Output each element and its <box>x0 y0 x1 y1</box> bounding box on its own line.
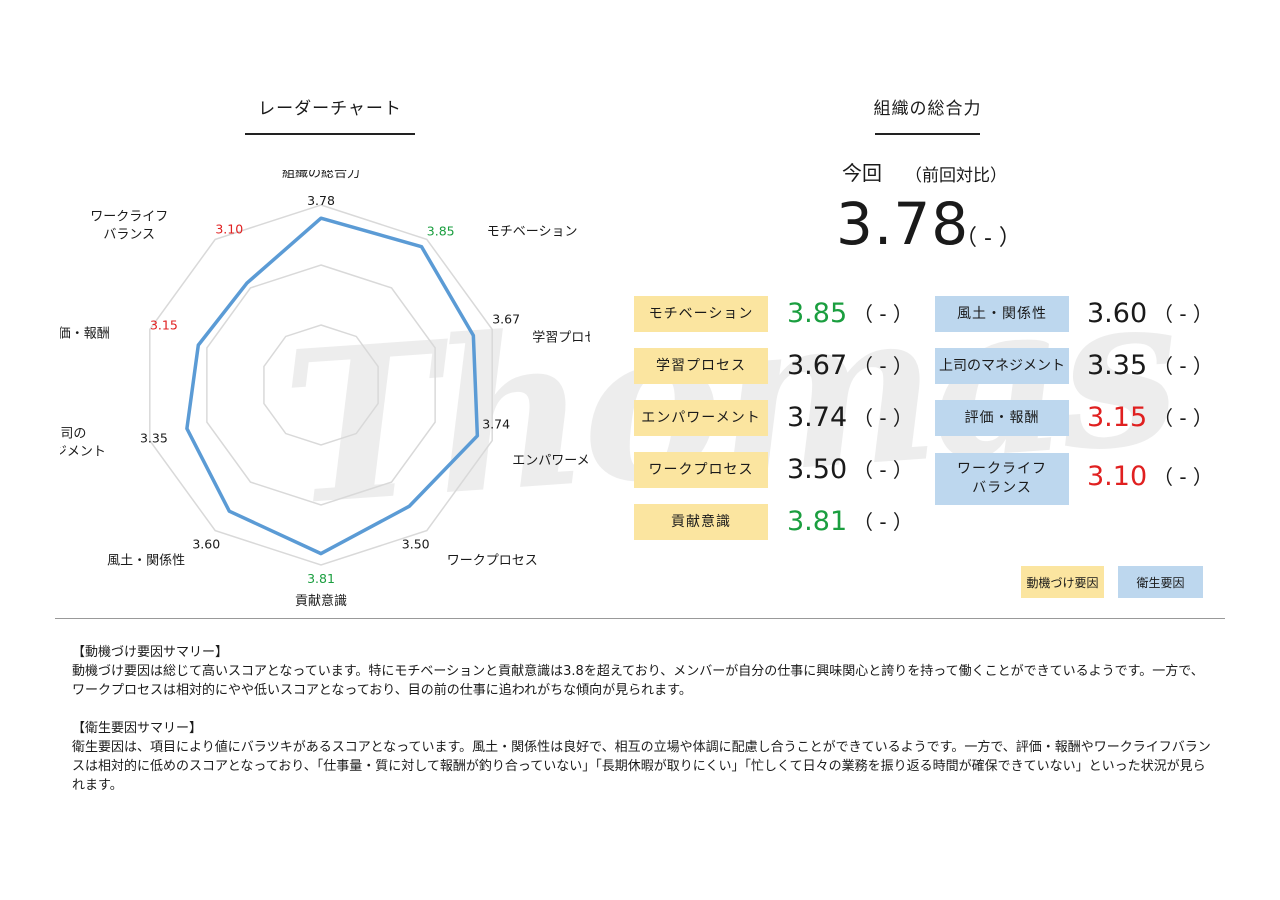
radar-value-label: 3.35 <box>140 431 168 446</box>
factor-value: 3.60 <box>1087 298 1148 329</box>
factor-label: 学習プロセス <box>634 348 768 384</box>
factor-label: 風土・関係性 <box>935 296 1069 332</box>
factor-label: 上司のマネジメント <box>935 348 1069 384</box>
hygiene-summary-heading: 【衛生要因サマリー】 <box>72 721 203 736</box>
previous-comparison-label: （前回対比） <box>905 166 1007 186</box>
current-label: 今回 <box>842 161 882 185</box>
radar-axis-label: 風土・関係性 <box>107 554 185 569</box>
factor-value: 3.10 <box>1087 461 1148 492</box>
radar-value-label: 3.81 <box>307 571 335 586</box>
radar-axis-label: 評価・報酬 <box>60 326 110 341</box>
radar-value-label: 3.78 <box>307 193 335 208</box>
factor-delta: （ - ） <box>853 302 913 326</box>
factor-label: ワークライフ バランス <box>935 453 1069 505</box>
factor-delta: （ - ） <box>853 406 913 430</box>
factor-value: 3.85 <box>787 298 848 329</box>
radar-axis-label: エンパワーメント <box>512 454 590 469</box>
radar-grid-ring <box>149 204 493 566</box>
overall-section-title: 組織の総合力 <box>873 99 982 119</box>
factor-value: 3.67 <box>787 350 848 381</box>
overall-score: 3.78 <box>836 190 970 258</box>
factor-value: 3.50 <box>787 454 848 485</box>
radar-axis-label: モチベーション <box>487 224 578 239</box>
radar-title-underline <box>245 133 415 135</box>
radar-axis-label: 貢献意識 <box>295 593 347 609</box>
radar-value-label: 3.60 <box>192 537 220 552</box>
factor-delta: （ - ） <box>1153 354 1213 378</box>
hygiene-summary-text: 衛生要因は、項目により値にバラツキがあるスコアとなっています。風土・関係性は良好… <box>72 740 1211 793</box>
radar-axis-label: 組織の総合力 <box>282 170 360 181</box>
factor-value: 3.81 <box>787 506 848 537</box>
radar-value-label: 3.85 <box>427 223 455 238</box>
factor-label: エンパワーメント <box>634 400 768 436</box>
radar-value-label: 3.15 <box>150 317 178 332</box>
radar-value-label: 3.10 <box>215 221 243 236</box>
factor-label: 評価・報酬 <box>935 400 1069 436</box>
motivation-summary-text: 動機づけ要因は総じて高いスコアとなっています。特にモチベーションと貢献意識は3.… <box>72 664 1204 698</box>
radar-grid-ring <box>206 264 436 506</box>
factor-value: 3.74 <box>787 402 848 433</box>
legend-motivation: 動機づけ要因 <box>1021 566 1104 598</box>
radar-chart: 組織の総合力 3.78 モチベーション 3.85 学習プロセス 3.67 エンパワーメント 3… <box>60 170 590 609</box>
factor-delta: （ - ） <box>1153 406 1213 430</box>
radar-series-line <box>185 216 480 556</box>
overall-delta: （ - ） <box>955 226 1021 251</box>
section-divider <box>55 618 1225 619</box>
radar-axis-label: ワークライフバランス <box>90 209 168 242</box>
factor-delta: （ - ） <box>1153 465 1213 489</box>
radar-axis-label: ワークプロセス <box>447 554 538 569</box>
radar-axis-label: 上司のマネジメント <box>60 427 106 460</box>
legend-hygiene: 衛生要因 <box>1118 566 1203 598</box>
factor-value: 3.35 <box>1087 350 1148 381</box>
factor-delta: （ - ） <box>1153 302 1213 326</box>
factor-value: 3.15 <box>1087 402 1148 433</box>
radar-value-label: 3.50 <box>402 537 430 552</box>
radar-value-label: 3.67 <box>492 311 520 326</box>
summary-section: 【動機づけ要因サマリー】 動機づけ要因は総じて高いスコアとなっています。特にモチ… <box>72 643 1212 795</box>
radar-value-label: 3.74 <box>482 417 510 432</box>
motivation-summary-heading: 【動機づけ要因サマリー】 <box>72 645 229 660</box>
factor-delta: （ - ） <box>853 510 913 534</box>
factor-label: 貢献意識 <box>634 504 768 540</box>
overall-title-underline <box>875 133 980 135</box>
radar-grid-ring <box>263 324 379 446</box>
radar-axis-label: 学習プロセス <box>532 329 590 345</box>
radar-section-title: レーダーチャート <box>258 99 402 119</box>
factor-label: モチベーション <box>634 296 768 332</box>
factor-delta: （ - ） <box>853 354 913 378</box>
factor-label: ワークプロセス <box>634 452 768 488</box>
factor-delta: （ - ） <box>853 458 913 482</box>
